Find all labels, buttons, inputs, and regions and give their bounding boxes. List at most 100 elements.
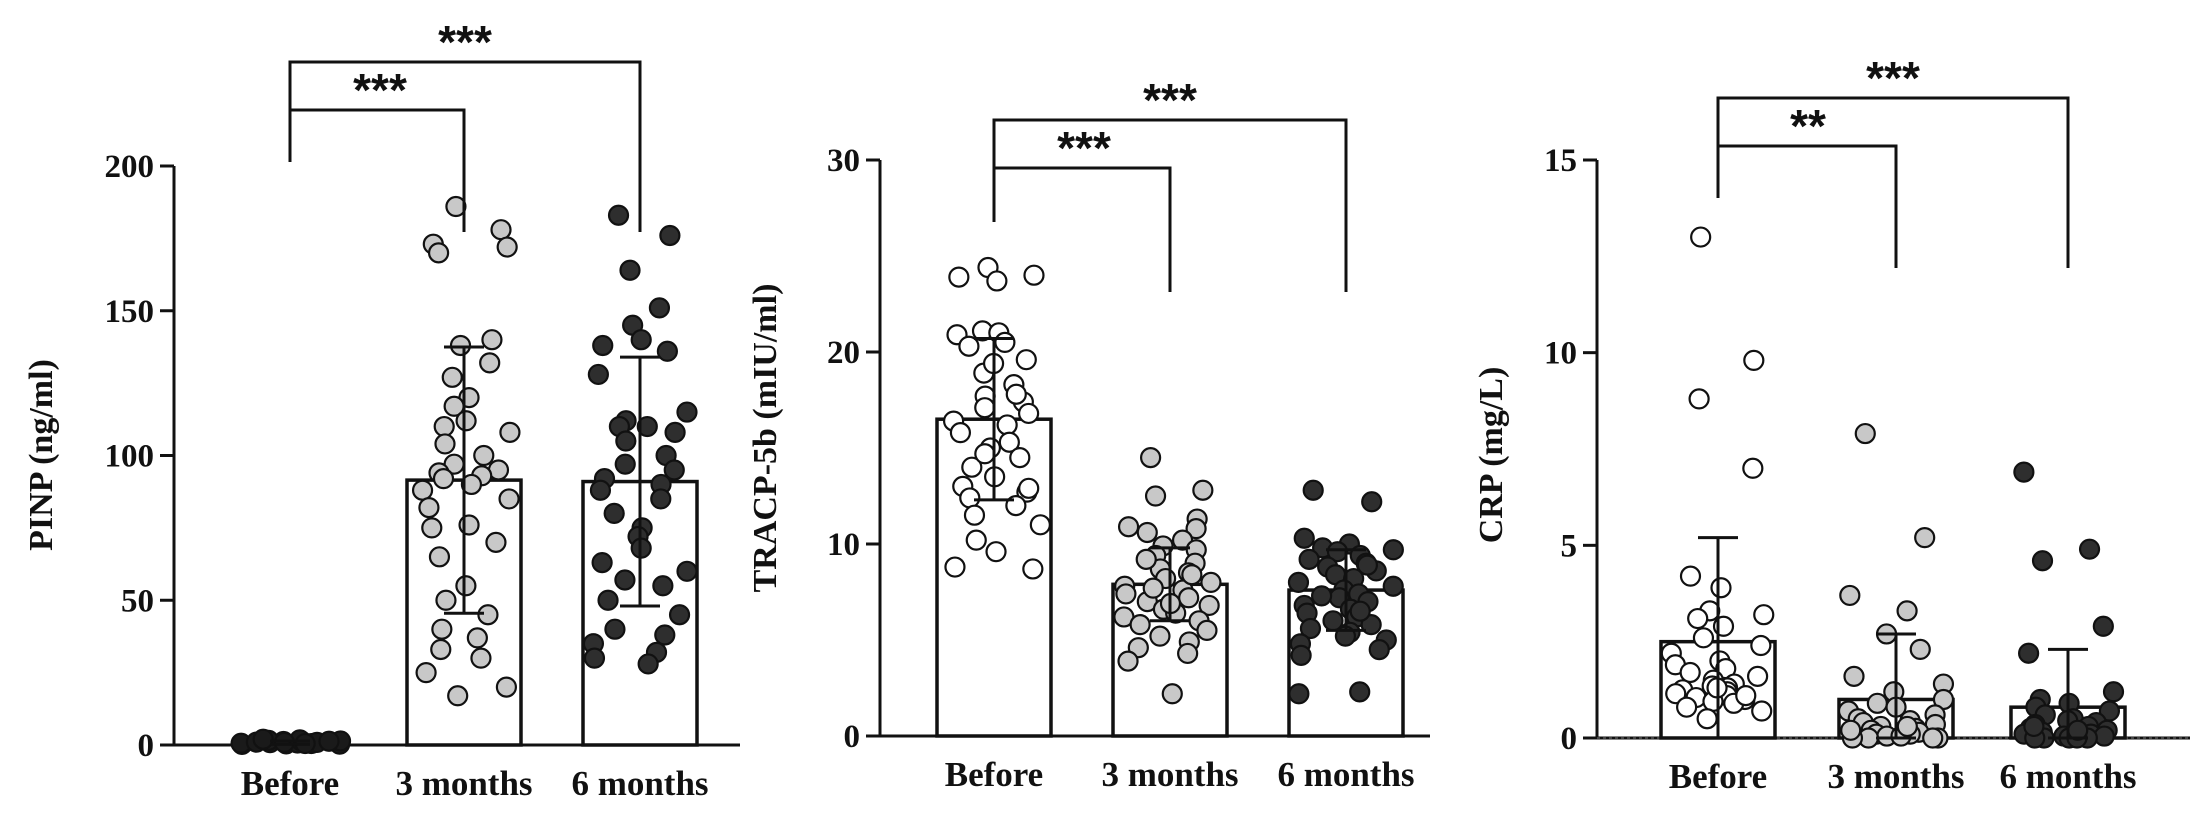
data-point bbox=[460, 473, 483, 496]
data-point bbox=[2023, 715, 2045, 738]
y-tick-label: 200 bbox=[105, 149, 155, 185]
data-point bbox=[1746, 665, 1769, 687]
data-point bbox=[614, 453, 636, 475]
data-point bbox=[411, 479, 434, 501]
data-point bbox=[676, 560, 698, 582]
data-point bbox=[996, 414, 1018, 436]
data-point bbox=[481, 329, 503, 351]
data-point bbox=[654, 624, 676, 646]
data-point bbox=[498, 488, 520, 510]
data-point bbox=[664, 421, 686, 443]
data-point bbox=[1368, 638, 1390, 661]
x-category-label: 3 months bbox=[1827, 757, 1964, 796]
data-point bbox=[1349, 681, 1371, 703]
y-tick-label: 150 bbox=[105, 294, 155, 330]
data-point bbox=[949, 422, 972, 444]
data-point bbox=[965, 529, 987, 551]
y-tick-label: 15 bbox=[1544, 143, 1577, 179]
data-point bbox=[428, 546, 451, 568]
data-point bbox=[418, 497, 440, 519]
significance-bracket bbox=[992, 166, 1172, 292]
significance-bracket bbox=[1716, 144, 1898, 268]
data-point bbox=[603, 502, 625, 525]
data-point bbox=[434, 433, 456, 455]
data-point bbox=[473, 444, 495, 467]
x-category-label: 3 months bbox=[1101, 755, 1238, 794]
data-point bbox=[1129, 614, 1151, 636]
data-point bbox=[650, 488, 672, 510]
y-tick-label: 5 bbox=[1561, 528, 1578, 564]
data-point bbox=[1676, 696, 1698, 718]
data-point bbox=[1142, 577, 1164, 599]
data-point bbox=[1298, 548, 1320, 570]
y-tick-label: 50 bbox=[121, 583, 154, 619]
data-point bbox=[1117, 516, 1140, 538]
data-point bbox=[1750, 634, 1772, 657]
data-point bbox=[1840, 719, 1862, 741]
data-point bbox=[455, 575, 477, 597]
significance-stars: *** bbox=[1143, 74, 1197, 126]
data-point bbox=[583, 647, 606, 669]
x-category-label: Before bbox=[241, 764, 339, 803]
data-point bbox=[636, 415, 658, 438]
data-point bbox=[1009, 447, 1031, 469]
data-point bbox=[1896, 600, 1918, 622]
data-point bbox=[1018, 402, 1040, 425]
y-tick-label: 0 bbox=[138, 728, 155, 764]
data-point bbox=[490, 219, 512, 241]
x-category-label: 6 months bbox=[1277, 755, 1414, 794]
data-point bbox=[1382, 539, 1404, 561]
data-point bbox=[1149, 625, 1171, 647]
chart-panel-2: TRACP-5b (mIU/ml) 0 10 20 30 Before 3 months 6 … bbox=[747, 74, 1430, 794]
data-point bbox=[1751, 700, 1773, 722]
y-axis-label: CRP (mg/L) bbox=[1473, 367, 1510, 544]
data-point bbox=[652, 575, 674, 597]
data-point bbox=[1735, 685, 1757, 707]
x-category-label: 3 months bbox=[395, 764, 532, 803]
data-point bbox=[1161, 683, 1183, 705]
data-point bbox=[1198, 594, 1220, 617]
data-point bbox=[1692, 627, 1715, 649]
data-point bbox=[1914, 527, 1936, 549]
significance-stars: *** bbox=[1057, 122, 1111, 174]
data-point bbox=[656, 340, 678, 362]
data-point bbox=[1005, 383, 1027, 405]
data-point bbox=[1909, 638, 1931, 660]
data-point bbox=[441, 366, 463, 388]
data-point bbox=[592, 334, 614, 357]
y-tick-label: 0 bbox=[844, 719, 861, 755]
significance-bracket bbox=[288, 60, 642, 232]
data-point bbox=[2031, 550, 2054, 572]
data-point bbox=[1117, 650, 1139, 672]
data-point bbox=[1710, 577, 1732, 599]
data-point bbox=[1015, 349, 1037, 371]
data-point bbox=[994, 331, 1016, 353]
data-point bbox=[1679, 565, 1702, 587]
data-point bbox=[1360, 614, 1382, 636]
data-point bbox=[1181, 564, 1203, 586]
data-point bbox=[591, 552, 613, 574]
data-point bbox=[496, 236, 518, 258]
significance-bracket bbox=[992, 118, 1348, 292]
data-point bbox=[431, 618, 453, 640]
data-point bbox=[2102, 681, 2125, 703]
data-point bbox=[1029, 514, 1051, 536]
data-point bbox=[1115, 583, 1137, 605]
data-point bbox=[668, 604, 691, 626]
data-point bbox=[1290, 644, 1312, 666]
data-point bbox=[676, 401, 698, 423]
data-point bbox=[1185, 518, 1207, 540]
data-point bbox=[435, 589, 457, 611]
y-tick-label: 100 bbox=[105, 439, 155, 475]
data-point bbox=[455, 410, 477, 432]
significance-stars: *** bbox=[1866, 52, 1920, 104]
data-point bbox=[1356, 554, 1378, 576]
significance-bracket bbox=[288, 108, 466, 232]
data-point bbox=[1302, 479, 1324, 501]
y-tick-label: 0 bbox=[1561, 721, 1578, 757]
data-point bbox=[318, 730, 340, 752]
data-point bbox=[1843, 665, 1865, 687]
data-point bbox=[1687, 607, 1709, 630]
significance-stars: *** bbox=[438, 16, 492, 68]
